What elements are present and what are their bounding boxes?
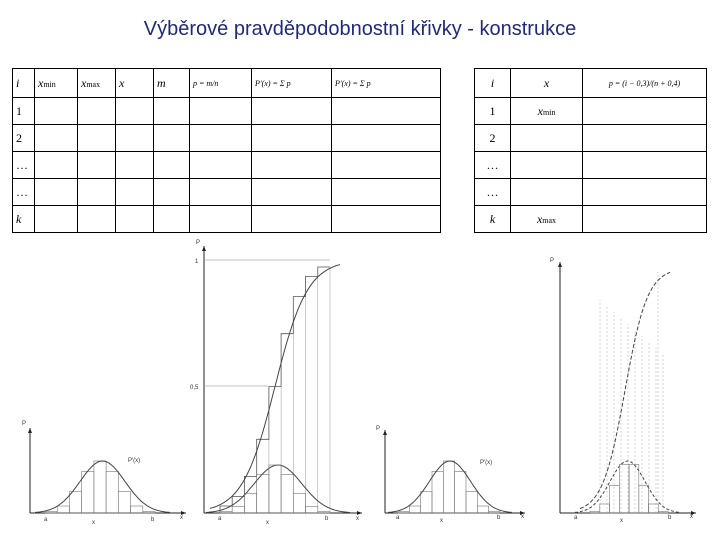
middle-chart-histogram-bar [244, 492, 257, 514]
small-chart-density-curve [387, 460, 513, 513]
small-chart-histogram-bar [476, 505, 489, 514]
right-chart-histogram-bar [609, 485, 620, 514]
middle-chart-x-arrow-icon [357, 511, 362, 515]
left-chart-histogram-bar [44, 511, 58, 514]
header-cumulative-formula-1: P'(x) = Σ p [251, 68, 332, 98]
middle-chart-histogram-bar [317, 511, 331, 514]
right-chart-histogram-bar [628, 464, 640, 514]
right-chart-density-curve [574, 460, 681, 513]
middle-chart-step-function [219, 266, 330, 513]
small-chart-curve-label: P'(x) [480, 460, 492, 466]
small-chart-tick-x: x [440, 518, 443, 524]
table-row: k xmax [474, 205, 707, 233]
middle-chart-x-label: x [356, 516, 359, 522]
right-chart-histogram-bar [638, 485, 649, 514]
middle-chart-histogram-bar [292, 492, 306, 514]
small-chart-tick-a: a [396, 515, 400, 521]
left-chart-y-arrow-icon [28, 428, 32, 433]
right-chart-y-arrow-icon [558, 262, 562, 267]
left-chart-y-label: P [22, 421, 26, 427]
table-row: … [12, 151, 441, 179]
middle-chart-histogram-bar [305, 506, 319, 514]
right-chart-tick-b: b [668, 515, 672, 521]
left-chart-histogram-bar [142, 511, 156, 514]
right-chart-tick-a: a [574, 515, 578, 521]
middle-chart-histogram-bar [256, 474, 270, 514]
left-chart-x-arrow-icon [181, 511, 186, 515]
left-chart-histogram-bar [81, 471, 95, 514]
small-chart-tick-b: b [497, 515, 501, 521]
header-xmax: xmax [77, 68, 116, 98]
plotting-position-table: i x p = (i − 0,3)/(n + 0,4) 1 xmin 2 … … … [474, 68, 707, 233]
right-chart-histogram-bar [657, 510, 669, 514]
table-row: … [12, 178, 441, 206]
middle-chart-tick-x: x [266, 520, 269, 526]
middle-chart-density-curve [205, 464, 351, 513]
table-header-row: i xmin xmax x m p = m/n P'(x) = Σ p P'(x… [12, 68, 441, 98]
small-chart-histogram-bar [488, 511, 501, 514]
left-chart-x-label: x [180, 515, 183, 521]
middle-chart-histogram-bar [231, 506, 245, 514]
middle-chart-y-label: P [196, 240, 200, 246]
small-chart-histogram-bar [431, 471, 444, 514]
middle-chart-histogram-bar [280, 474, 294, 514]
left-chart-histogram-bar [93, 460, 107, 514]
table-row: k [12, 205, 441, 233]
middle-chart-tick-a: a [218, 516, 222, 522]
right-chart-histogram-bar [589, 510, 601, 514]
left-chart-histogram-bar [105, 471, 119, 514]
middle-chart-histogram-bar [268, 464, 282, 514]
middle-chart-cumulative-curve [209, 264, 341, 509]
left-chart-density-curve [34, 460, 171, 513]
small-chart-histogram-bar [465, 491, 478, 514]
left-chart-histogram-bar [69, 491, 82, 514]
header-x: x [115, 68, 154, 98]
small-chart-histogram-bar [442, 460, 455, 514]
right-chart-x-label: x [690, 514, 693, 520]
header-p-formula: p = (i − 0,3)/(n + 0,4) [582, 68, 707, 98]
left-chart-tick-b: b [151, 517, 155, 523]
middle-chart-tick-1: 1 [195, 259, 199, 265]
middle-chart-tick-half: 0,5 [190, 385, 199, 391]
small-chart-y-arrow-icon [383, 430, 387, 435]
right-chart-cumulative-curve [579, 271, 671, 510]
right-chart-x-arrow-icon [691, 511, 696, 515]
middle-chart-tick-b: b [325, 516, 329, 522]
page-title: Výběrové pravděpodobnostní křivky - kons… [143, 18, 577, 40]
table-row: 2 [12, 124, 441, 152]
table-row: … [474, 151, 707, 179]
left-chart-histogram-bar [118, 491, 131, 514]
right-chart-tick-x: x [620, 518, 623, 524]
table-row: 2 [474, 124, 707, 152]
right-chart-histogram-bar [599, 503, 610, 514]
left-chart-curve-label: P'(x) [128, 458, 140, 464]
small-chart-histogram-bar [420, 491, 433, 514]
header-cumulative-formula-2: P'(x) = Σ p [331, 68, 441, 98]
table-row: … [474, 178, 707, 206]
middle-chart-y-arrow-icon [202, 246, 206, 251]
right-chart-y-label: P [550, 258, 554, 264]
middle-chart-histogram-bar [219, 511, 233, 514]
frequency-table: i xmin xmax x m p = m/n P'(x) = Σ p P'(x… [12, 68, 441, 233]
table-row: 1 xmin [474, 97, 707, 125]
small-chart-x-arrow-icon [520, 511, 525, 515]
small-chart-histogram-bar [454, 471, 467, 514]
small-chart-x-label: x [521, 514, 524, 520]
left-chart-histogram-bar [56, 505, 70, 514]
small-chart-histogram-bar [408, 505, 421, 514]
left-chart-histogram-bar [130, 505, 144, 514]
left-chart-tick-a: a [44, 517, 48, 523]
small-chart-y-label: P [376, 426, 380, 432]
right-chart-histogram-bar [648, 503, 659, 514]
small-chart-histogram-bar [397, 511, 410, 514]
header-p-formula: p = m/n [189, 68, 252, 98]
left-chart-tick-x: x [92, 520, 95, 526]
